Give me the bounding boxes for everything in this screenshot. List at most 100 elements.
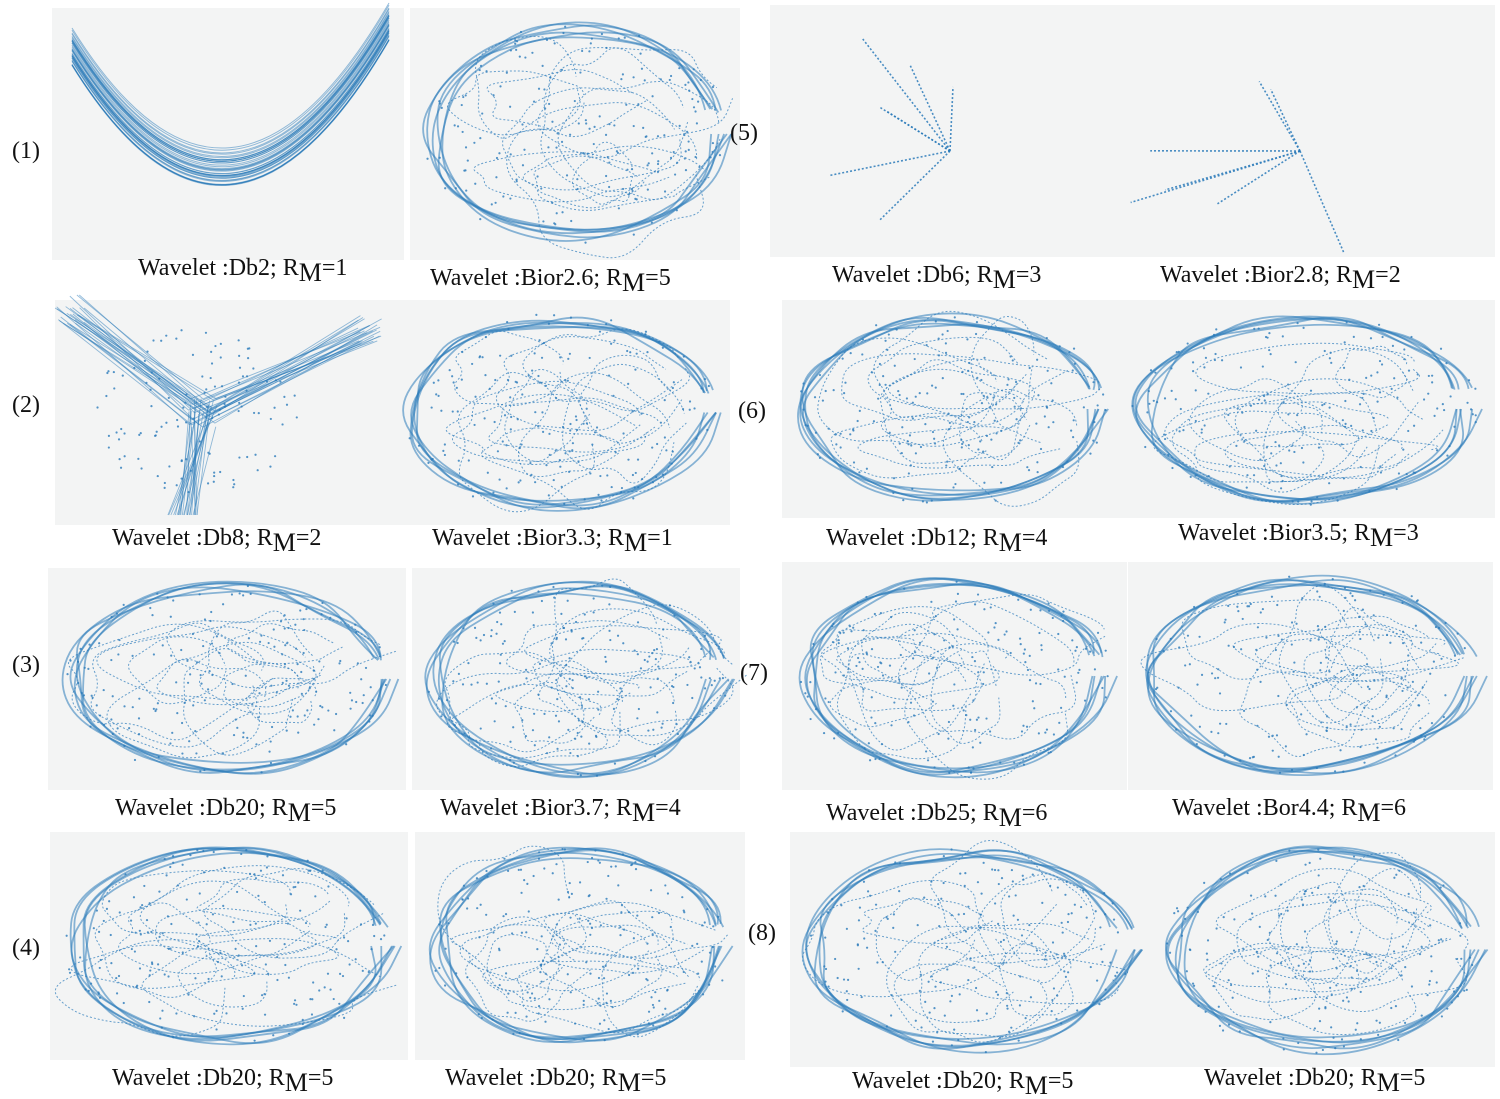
network-node <box>427 461 430 465</box>
network-node <box>96 406 99 409</box>
network-node <box>1147 390 1150 393</box>
network-node <box>185 898 188 901</box>
network-node <box>639 52 642 55</box>
network-node <box>582 422 585 425</box>
network-node <box>590 926 594 930</box>
network-node <box>641 477 644 481</box>
network-node <box>1210 672 1214 675</box>
network-node <box>1325 656 1328 659</box>
network-node <box>1427 392 1430 395</box>
network-node <box>499 653 502 656</box>
network-edge <box>96 626 317 701</box>
caption-value: =2 <box>296 525 322 551</box>
network-node <box>724 694 727 697</box>
network-node <box>844 381 847 384</box>
network-node <box>1416 599 1419 602</box>
network-node <box>258 692 261 695</box>
network-node <box>1149 369 1153 372</box>
network-node <box>334 712 338 716</box>
network-edge <box>495 672 640 712</box>
network-edge <box>829 679 937 728</box>
network-node <box>568 881 571 885</box>
network-node <box>934 614 937 618</box>
network-node <box>686 130 689 133</box>
network-node <box>860 995 863 999</box>
network-node <box>128 727 131 730</box>
network-node <box>576 755 579 758</box>
network-node <box>1241 411 1244 414</box>
network-node <box>1073 362 1077 365</box>
network-node <box>718 677 721 680</box>
network-node <box>1280 474 1283 478</box>
network-node <box>666 892 670 895</box>
network-node <box>1403 1021 1407 1024</box>
network-node <box>1034 682 1038 685</box>
network-node <box>198 440 201 443</box>
network-node <box>983 356 986 359</box>
network-node <box>1189 475 1192 478</box>
network-node <box>597 493 600 496</box>
network-node <box>238 592 241 595</box>
network-panel <box>1115 300 1495 518</box>
network-edge <box>71 21 390 168</box>
network-node <box>170 922 173 926</box>
network-node <box>862 688 865 691</box>
network-node <box>1154 371 1157 374</box>
caption-text: Wavelet :Db20; R <box>1204 1065 1377 1091</box>
network-node <box>997 869 1000 872</box>
network-node <box>607 874 610 878</box>
network-node <box>191 353 195 356</box>
network-node <box>163 481 166 485</box>
network-node <box>559 356 562 359</box>
network-node <box>947 412 950 415</box>
network-node <box>993 626 996 629</box>
network-node <box>1392 727 1395 730</box>
network-node <box>930 499 933 502</box>
network-node <box>1324 1006 1327 1009</box>
network-node <box>562 31 565 35</box>
network-node <box>1365 376 1368 379</box>
network-node <box>941 376 944 380</box>
network-node <box>345 917 348 920</box>
network-node <box>862 629 865 632</box>
network-node <box>1259 611 1262 614</box>
network-node <box>663 436 666 439</box>
network-node <box>816 453 819 456</box>
network-node <box>656 170 660 173</box>
network-node <box>644 330 648 333</box>
network-node <box>218 408 221 411</box>
caption-value: =5 <box>1048 1068 1074 1094</box>
network-node <box>222 904 225 908</box>
network-node <box>293 1002 296 1005</box>
network-node <box>632 124 635 128</box>
network-node <box>631 971 635 975</box>
network-node <box>598 115 601 118</box>
network-node <box>1075 681 1078 684</box>
network-node <box>236 726 239 729</box>
network-edge <box>1285 678 1418 731</box>
network-node <box>84 988 87 991</box>
network-node <box>129 919 133 922</box>
network-node <box>206 482 210 485</box>
network-node <box>654 657 657 661</box>
network-node <box>88 643 91 646</box>
network-node <box>712 925 715 928</box>
network-node <box>456 125 460 128</box>
network-node <box>976 881 980 884</box>
network-node <box>586 152 589 155</box>
network-node <box>878 362 882 366</box>
network-node <box>619 730 622 733</box>
network-node <box>176 418 179 422</box>
network-node <box>888 664 892 667</box>
network-node <box>1223 621 1226 624</box>
network-node <box>944 351 948 354</box>
network-node <box>1264 335 1268 339</box>
network-node <box>585 422 588 425</box>
network-node <box>954 482 957 486</box>
network-node <box>1186 906 1189 909</box>
network-node <box>1104 696 1107 699</box>
network-node <box>914 395 917 398</box>
network-node <box>329 988 332 991</box>
network-node <box>1404 966 1407 969</box>
network-node <box>510 932 514 935</box>
